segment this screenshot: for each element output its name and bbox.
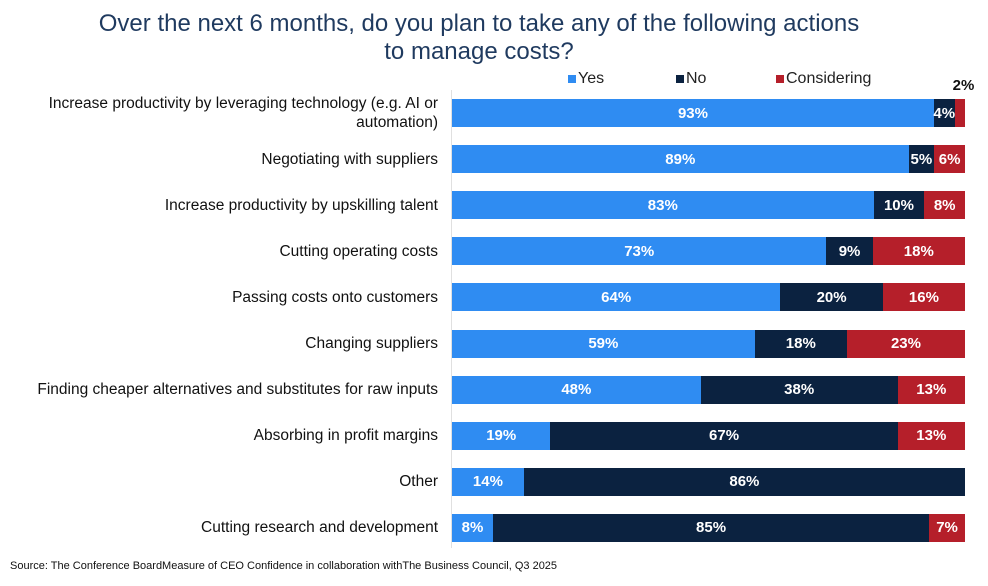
bar-no: 4% xyxy=(933,99,956,127)
data-label: 10% xyxy=(883,196,914,214)
data-label: 59% xyxy=(588,335,619,352)
bar-considering: 8% xyxy=(924,191,965,220)
data-label: 9% xyxy=(838,242,861,260)
data-label: 7% xyxy=(936,519,958,537)
category-label: Cutting research and development xyxy=(201,519,438,537)
data-label: 19% xyxy=(486,427,517,445)
legend-item-considering: Considering xyxy=(776,70,871,88)
chart-title-line-2: to manage costs? xyxy=(384,38,574,65)
bar-no: 67% xyxy=(550,421,898,450)
data-label: 67% xyxy=(709,427,740,445)
chart-title: Over the next 6 months, do you plan to t… xyxy=(0,10,988,66)
data-label: 2% xyxy=(952,77,975,94)
legend-swatch-no xyxy=(676,75,684,83)
data-label: 8% xyxy=(461,519,484,537)
data-label: 93% xyxy=(677,104,708,122)
category-label: Other xyxy=(399,473,438,491)
bar-considering: 18% xyxy=(872,237,965,266)
bar-considering: 16% xyxy=(882,283,965,312)
legend-swatch-yes xyxy=(568,75,576,83)
data-label: 5% xyxy=(910,150,933,168)
data-label: 16% xyxy=(908,288,939,306)
bar-considering: 23% xyxy=(847,329,965,358)
data-label: 20% xyxy=(816,288,847,306)
chart-title-line-1: Over the next 6 months, do you plan to t… xyxy=(98,10,860,37)
data-label: 18% xyxy=(903,242,934,260)
data-label: 6% xyxy=(938,150,961,168)
data-label: 8% xyxy=(933,196,956,214)
bar-considering: 13% xyxy=(897,421,965,450)
category-label: Finding cheaper alternatives and substit… xyxy=(37,381,438,399)
bar-no: 85% xyxy=(493,513,930,542)
category-label: Increase productivity by leveraging tech… xyxy=(48,95,438,131)
legend-label-considering: Considering xyxy=(786,70,872,87)
bar-yes: 8% xyxy=(452,513,494,542)
bar-considering: 7% xyxy=(929,513,965,542)
data-label: 4% xyxy=(933,104,956,122)
data-label: 85% xyxy=(696,519,727,537)
bar-yes: 73% xyxy=(452,237,827,266)
data-label: 73% xyxy=(624,242,655,260)
data-label: 83% xyxy=(647,196,678,214)
bar-no: 20% xyxy=(780,283,883,312)
bar-considering: 6% xyxy=(934,145,965,174)
bar-no: 38% xyxy=(700,375,898,404)
data-label: 38% xyxy=(784,381,815,399)
source-note: Source: The Conference BoardMeasure of C… xyxy=(10,560,558,572)
bar-yes: 14% xyxy=(452,467,524,496)
bar-no: 10% xyxy=(873,191,925,220)
data-label: 13% xyxy=(916,427,947,445)
bar-considering xyxy=(954,99,965,127)
bar-no: 9% xyxy=(826,237,873,266)
bar-yes: 83% xyxy=(452,191,874,220)
bar-considering: 13% xyxy=(897,375,965,404)
bar-no: 18% xyxy=(754,329,847,358)
data-label: 89% xyxy=(665,150,696,168)
data-label: 13% xyxy=(916,381,947,399)
category-label: Increase productivity by upskilling tale… xyxy=(164,196,438,214)
bar-yes: 59% xyxy=(452,329,755,358)
category-axis-line xyxy=(451,90,452,548)
bar-no: 5% xyxy=(908,145,935,174)
bar-no: 86% xyxy=(523,467,965,496)
category-label: Absorbing in profit margins xyxy=(253,427,438,445)
bar-yes: 64% xyxy=(452,283,781,312)
data-label: 23% xyxy=(890,335,921,352)
data-label: 18% xyxy=(785,335,816,352)
data-label: 86% xyxy=(729,473,760,491)
legend-swatch-considering xyxy=(776,75,784,83)
data-label: 14% xyxy=(472,473,503,491)
data-label: 48% xyxy=(561,381,592,399)
category-label: Cutting operating costs xyxy=(279,242,438,260)
category-label: Changing suppliers xyxy=(305,335,438,352)
legend-item-yes: Yes xyxy=(568,70,604,88)
category-label: Passing costs onto customers xyxy=(232,288,438,306)
category-label: Negotiating with suppliers xyxy=(261,150,438,168)
bar-yes: 89% xyxy=(452,145,909,174)
bar-yes: 93% xyxy=(452,99,934,127)
legend-label-no: No xyxy=(686,70,707,87)
bar-yes: 19% xyxy=(452,421,551,450)
data-label: 64% xyxy=(601,288,632,306)
bar-yes: 48% xyxy=(452,375,701,404)
legend-item-no: No xyxy=(676,70,706,88)
legend-label-yes: Yes xyxy=(578,70,605,87)
